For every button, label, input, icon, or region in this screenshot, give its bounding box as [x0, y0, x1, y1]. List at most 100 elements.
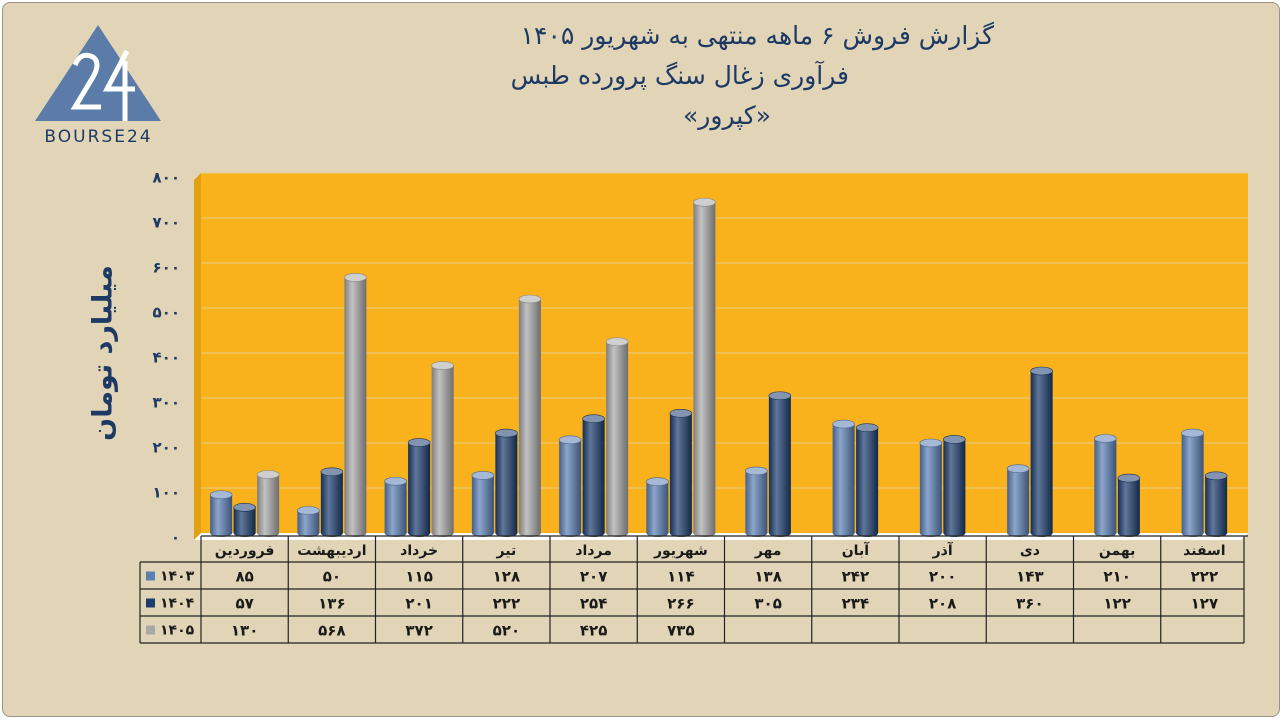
data-label: ۳۷۲	[405, 622, 432, 640]
legend-series-name: ۱۴۰۵	[160, 623, 195, 639]
data-label: ۳۰۵	[754, 595, 781, 613]
bar-cap	[431, 361, 454, 370]
y-tick-label: ۲۰۰	[153, 439, 180, 457]
data-label: ۱۲۷	[1191, 595, 1218, 613]
bar-cap	[1006, 464, 1030, 473]
bar-cap	[495, 428, 518, 438]
data-label: ۵۲۰	[493, 622, 520, 640]
logo-mark-2	[70, 52, 101, 110]
data-label: ۴۲۵	[580, 622, 607, 640]
data-label: ۲۴۲	[842, 568, 869, 586]
data-label: ۵۰	[323, 568, 341, 586]
x-tick-label: شهریور	[653, 543, 708, 559]
bar	[1094, 438, 1117, 537]
bar-cap	[320, 467, 344, 477]
data-label: ۲۵۴	[580, 595, 607, 613]
legend-swatch	[146, 598, 155, 608]
bar-cap	[558, 435, 582, 445]
data-label: ۱۲۸	[493, 568, 520, 586]
y-tick-label: ۴۰۰	[153, 349, 180, 367]
bar	[693, 202, 716, 537]
x-tick-label: فروردین	[215, 543, 275, 559]
legend-swatch	[146, 571, 155, 581]
bar-cap	[1030, 366, 1053, 376]
bar-cap	[1117, 473, 1141, 483]
bar	[297, 510, 320, 537]
bar-cap	[518, 294, 542, 304]
bar	[320, 471, 343, 537]
data-label: ۲۰۷	[580, 568, 607, 586]
bar	[1181, 433, 1204, 537]
data-label: ۵۷	[235, 595, 253, 613]
data-label: ۱۳۰	[231, 622, 258, 640]
bar-cap	[384, 476, 407, 486]
bourse24-logo	[35, 25, 161, 121]
data-label: ۲۳۴	[842, 595, 869, 613]
x-tick-label: اردیبهشت	[297, 543, 366, 559]
bar	[856, 427, 879, 537]
y-tick-label: ۷۰۰	[153, 214, 180, 232]
bar-cap	[768, 391, 792, 401]
data-label: ۸۵	[235, 568, 253, 586]
bar-cap	[1181, 428, 1204, 438]
bar-cap	[256, 470, 280, 479]
bar	[408, 442, 431, 537]
y-tick-label: ۱۰۰	[153, 484, 180, 502]
data-label: ۱۱۴	[667, 568, 694, 586]
legend-swatch	[146, 625, 155, 635]
bar	[1030, 371, 1053, 537]
legend-series-name: ۱۴۰۳	[160, 569, 195, 585]
bar-cap	[919, 438, 943, 448]
bar	[582, 418, 605, 537]
bar	[344, 277, 367, 537]
bar	[646, 481, 669, 537]
legend-series-name: ۱۴۰۴	[160, 596, 195, 612]
x-tick-label: مهر	[754, 543, 782, 559]
x-tick-label: آذر	[932, 541, 954, 559]
x-tick-label: اسفند	[1183, 543, 1225, 559]
x-tick-label: آبان	[842, 541, 870, 559]
bar-cap	[1094, 434, 1117, 443]
bar-cap	[646, 477, 669, 487]
x-tick-label: دی	[1020, 543, 1040, 559]
y-tick-label: ۰	[171, 529, 180, 547]
data-label: ۱۴۳	[1016, 568, 1043, 586]
chart-title-line3: «کپرور»	[683, 101, 771, 130]
logo-triangle	[35, 25, 161, 121]
x-tick-label: خرداد	[400, 543, 438, 559]
bar	[233, 507, 256, 537]
bar-cap	[745, 466, 768, 476]
bar	[518, 299, 541, 537]
bar	[606, 341, 629, 537]
bar-cap	[855, 423, 879, 433]
bar	[431, 365, 454, 537]
bar	[471, 475, 494, 537]
bar-cap	[1204, 471, 1228, 481]
bar	[919, 443, 942, 537]
x-tick-label: مرداد	[575, 543, 612, 559]
y-tick-label: ۶۰۰	[153, 259, 180, 277]
bar	[1117, 478, 1140, 537]
data-label: ۱۲۲	[1103, 595, 1130, 613]
data-label: ۲۲۲	[493, 595, 520, 613]
data-label: ۲۰۰	[929, 568, 956, 586]
bar-cap	[344, 273, 367, 282]
bar-cap	[297, 506, 320, 515]
bar-cap	[209, 490, 233, 500]
bar-cap	[407, 438, 431, 447]
chart-title-line2: فرآوری زغال سنگ پرورده طبس	[510, 61, 849, 90]
data-label: ۱۱۵	[405, 568, 432, 586]
data-label: ۷۳۵	[667, 622, 694, 640]
bar-cap	[693, 197, 716, 207]
bar	[943, 439, 966, 537]
plot-side-wall	[194, 173, 201, 540]
bar	[384, 481, 407, 537]
data-label: ۲۲۲	[1191, 568, 1218, 586]
data-label: ۲۰۱	[405, 595, 432, 613]
bar-cap	[832, 419, 855, 429]
logo-text: BOURSE24	[44, 127, 153, 147]
x-tick-label: تیر	[496, 543, 517, 559]
bar	[1205, 475, 1228, 537]
data-label: ۵۶۸	[318, 622, 345, 640]
data-label: ۳۶۰	[1016, 595, 1043, 613]
